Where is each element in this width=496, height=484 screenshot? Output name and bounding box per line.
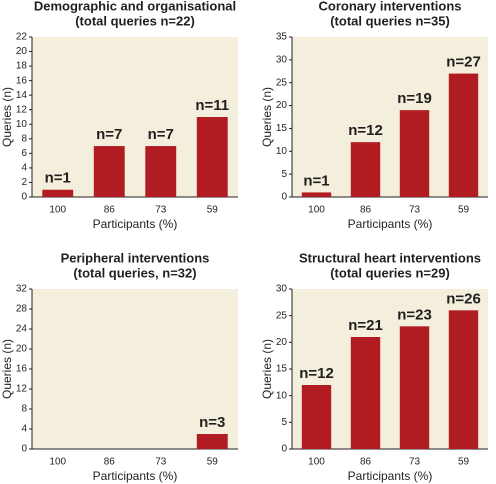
y-tick-label: 5 xyxy=(281,417,287,428)
x-tick-label: 73 xyxy=(409,457,421,468)
y-tick-label: 5 xyxy=(281,169,287,180)
y-tick-label: 0 xyxy=(21,444,27,455)
x-tick-label: 59 xyxy=(207,457,219,468)
y-tick-label: 0 xyxy=(281,444,287,455)
bar xyxy=(196,117,228,197)
y-tick-label: 8 xyxy=(21,133,27,144)
y-tick-label: 20 xyxy=(276,337,288,348)
value-label: n=12 xyxy=(348,122,383,139)
plot-area xyxy=(32,289,238,449)
chart-title: Demographic and organisational xyxy=(34,0,236,13)
bar xyxy=(350,337,381,449)
y-tick-label: 30 xyxy=(276,54,288,65)
bar xyxy=(196,434,228,449)
value-label: n=7 xyxy=(148,126,174,143)
bar xyxy=(448,73,479,197)
x-axis-label: Participants (%) xyxy=(93,469,178,483)
y-tick-label: 25 xyxy=(276,77,288,88)
x-tick-label: 86 xyxy=(104,205,116,216)
bar xyxy=(301,385,332,449)
value-label: n=27 xyxy=(446,54,481,71)
x-tick-label: 100 xyxy=(49,205,66,216)
y-tick-label: 0 xyxy=(21,192,27,203)
value-label: n=12 xyxy=(299,365,334,382)
chart-subtitle: (total queries, n=32) xyxy=(73,265,196,280)
x-tick-label: 73 xyxy=(155,457,167,468)
x-tick-label: 100 xyxy=(49,457,66,468)
y-axis-label: Queries (n) xyxy=(0,339,14,399)
x-tick-label: 73 xyxy=(155,205,167,216)
y-tick-label: 4 xyxy=(21,163,27,174)
bar xyxy=(301,192,332,197)
y-tick-label: 4 xyxy=(21,424,27,435)
x-tick-label: 59 xyxy=(458,457,470,468)
y-tick-label: 35 xyxy=(276,32,288,43)
value-label: n=7 xyxy=(96,126,122,143)
x-tick-label: 100 xyxy=(308,205,325,216)
value-label: n=3 xyxy=(199,414,225,431)
bar xyxy=(399,326,430,449)
y-tick-label: 10 xyxy=(16,119,28,130)
y-tick-label: 20 xyxy=(16,344,28,355)
y-tick-label: 20 xyxy=(276,100,288,111)
bar xyxy=(350,142,381,197)
x-axis-label: Participants (%) xyxy=(93,217,178,231)
y-tick-label: 28 xyxy=(16,304,28,315)
y-axis-label: Queries (n) xyxy=(260,87,274,147)
x-axis-label: Participants (%) xyxy=(348,469,433,483)
y-tick-label: 18 xyxy=(16,61,28,72)
y-tick-label: 30 xyxy=(276,284,288,295)
x-tick-label: 59 xyxy=(207,205,219,216)
y-axis-label: Queries (n) xyxy=(260,339,274,399)
y-tick-label: 12 xyxy=(16,104,28,115)
y-tick-label: 15 xyxy=(276,123,288,134)
y-tick-label: 22 xyxy=(16,32,28,43)
chart-subtitle: (total queries n=22) xyxy=(75,13,195,28)
y-tick-label: 15 xyxy=(276,364,288,375)
y-tick-label: 14 xyxy=(16,90,28,101)
value-label: n=1 xyxy=(45,170,71,187)
y-tick-label: 16 xyxy=(16,75,28,86)
value-label: n=26 xyxy=(446,290,481,307)
chart-title: Coronary interventions xyxy=(318,0,461,13)
y-tick-label: 32 xyxy=(16,284,28,295)
value-label: n=21 xyxy=(348,317,383,334)
x-tick-label: 86 xyxy=(104,457,116,468)
y-tick-label: 10 xyxy=(276,390,288,401)
x-tick-label: 59 xyxy=(458,205,470,216)
bar xyxy=(145,146,177,197)
chart-title: Peripheral interventions xyxy=(61,250,210,265)
y-tick-label: 16 xyxy=(16,364,28,375)
y-axis-label: Queries (n) xyxy=(0,87,14,147)
y-tick-label: 20 xyxy=(16,46,28,57)
x-axis-label: Participants (%) xyxy=(348,217,433,231)
bar xyxy=(448,310,479,449)
chart-subtitle: (total queries n=35) xyxy=(330,13,450,28)
x-tick-label: 73 xyxy=(409,205,421,216)
y-tick-label: 12 xyxy=(16,384,28,395)
x-tick-label: 100 xyxy=(308,457,325,468)
chart-subtitle: (total queries n=29) xyxy=(330,265,450,280)
y-tick-label: 10 xyxy=(276,146,288,157)
chart-title: Structural heart interventions xyxy=(299,250,481,265)
value-label: n=23 xyxy=(397,306,432,323)
x-tick-label: 86 xyxy=(360,205,372,216)
y-tick-label: 2 xyxy=(21,177,27,188)
y-tick-label: 0 xyxy=(281,192,287,203)
y-tick-label: 6 xyxy=(21,148,27,159)
x-tick-label: 86 xyxy=(360,457,372,468)
value-label: n=19 xyxy=(397,90,432,107)
bar xyxy=(42,189,74,197)
value-label: n=11 xyxy=(195,97,229,114)
value-label: n=1 xyxy=(303,172,329,189)
y-tick-label: 8 xyxy=(21,404,27,415)
y-tick-label: 25 xyxy=(276,310,288,321)
bar xyxy=(399,110,430,197)
bar xyxy=(93,146,125,197)
y-tick-label: 24 xyxy=(16,324,28,335)
